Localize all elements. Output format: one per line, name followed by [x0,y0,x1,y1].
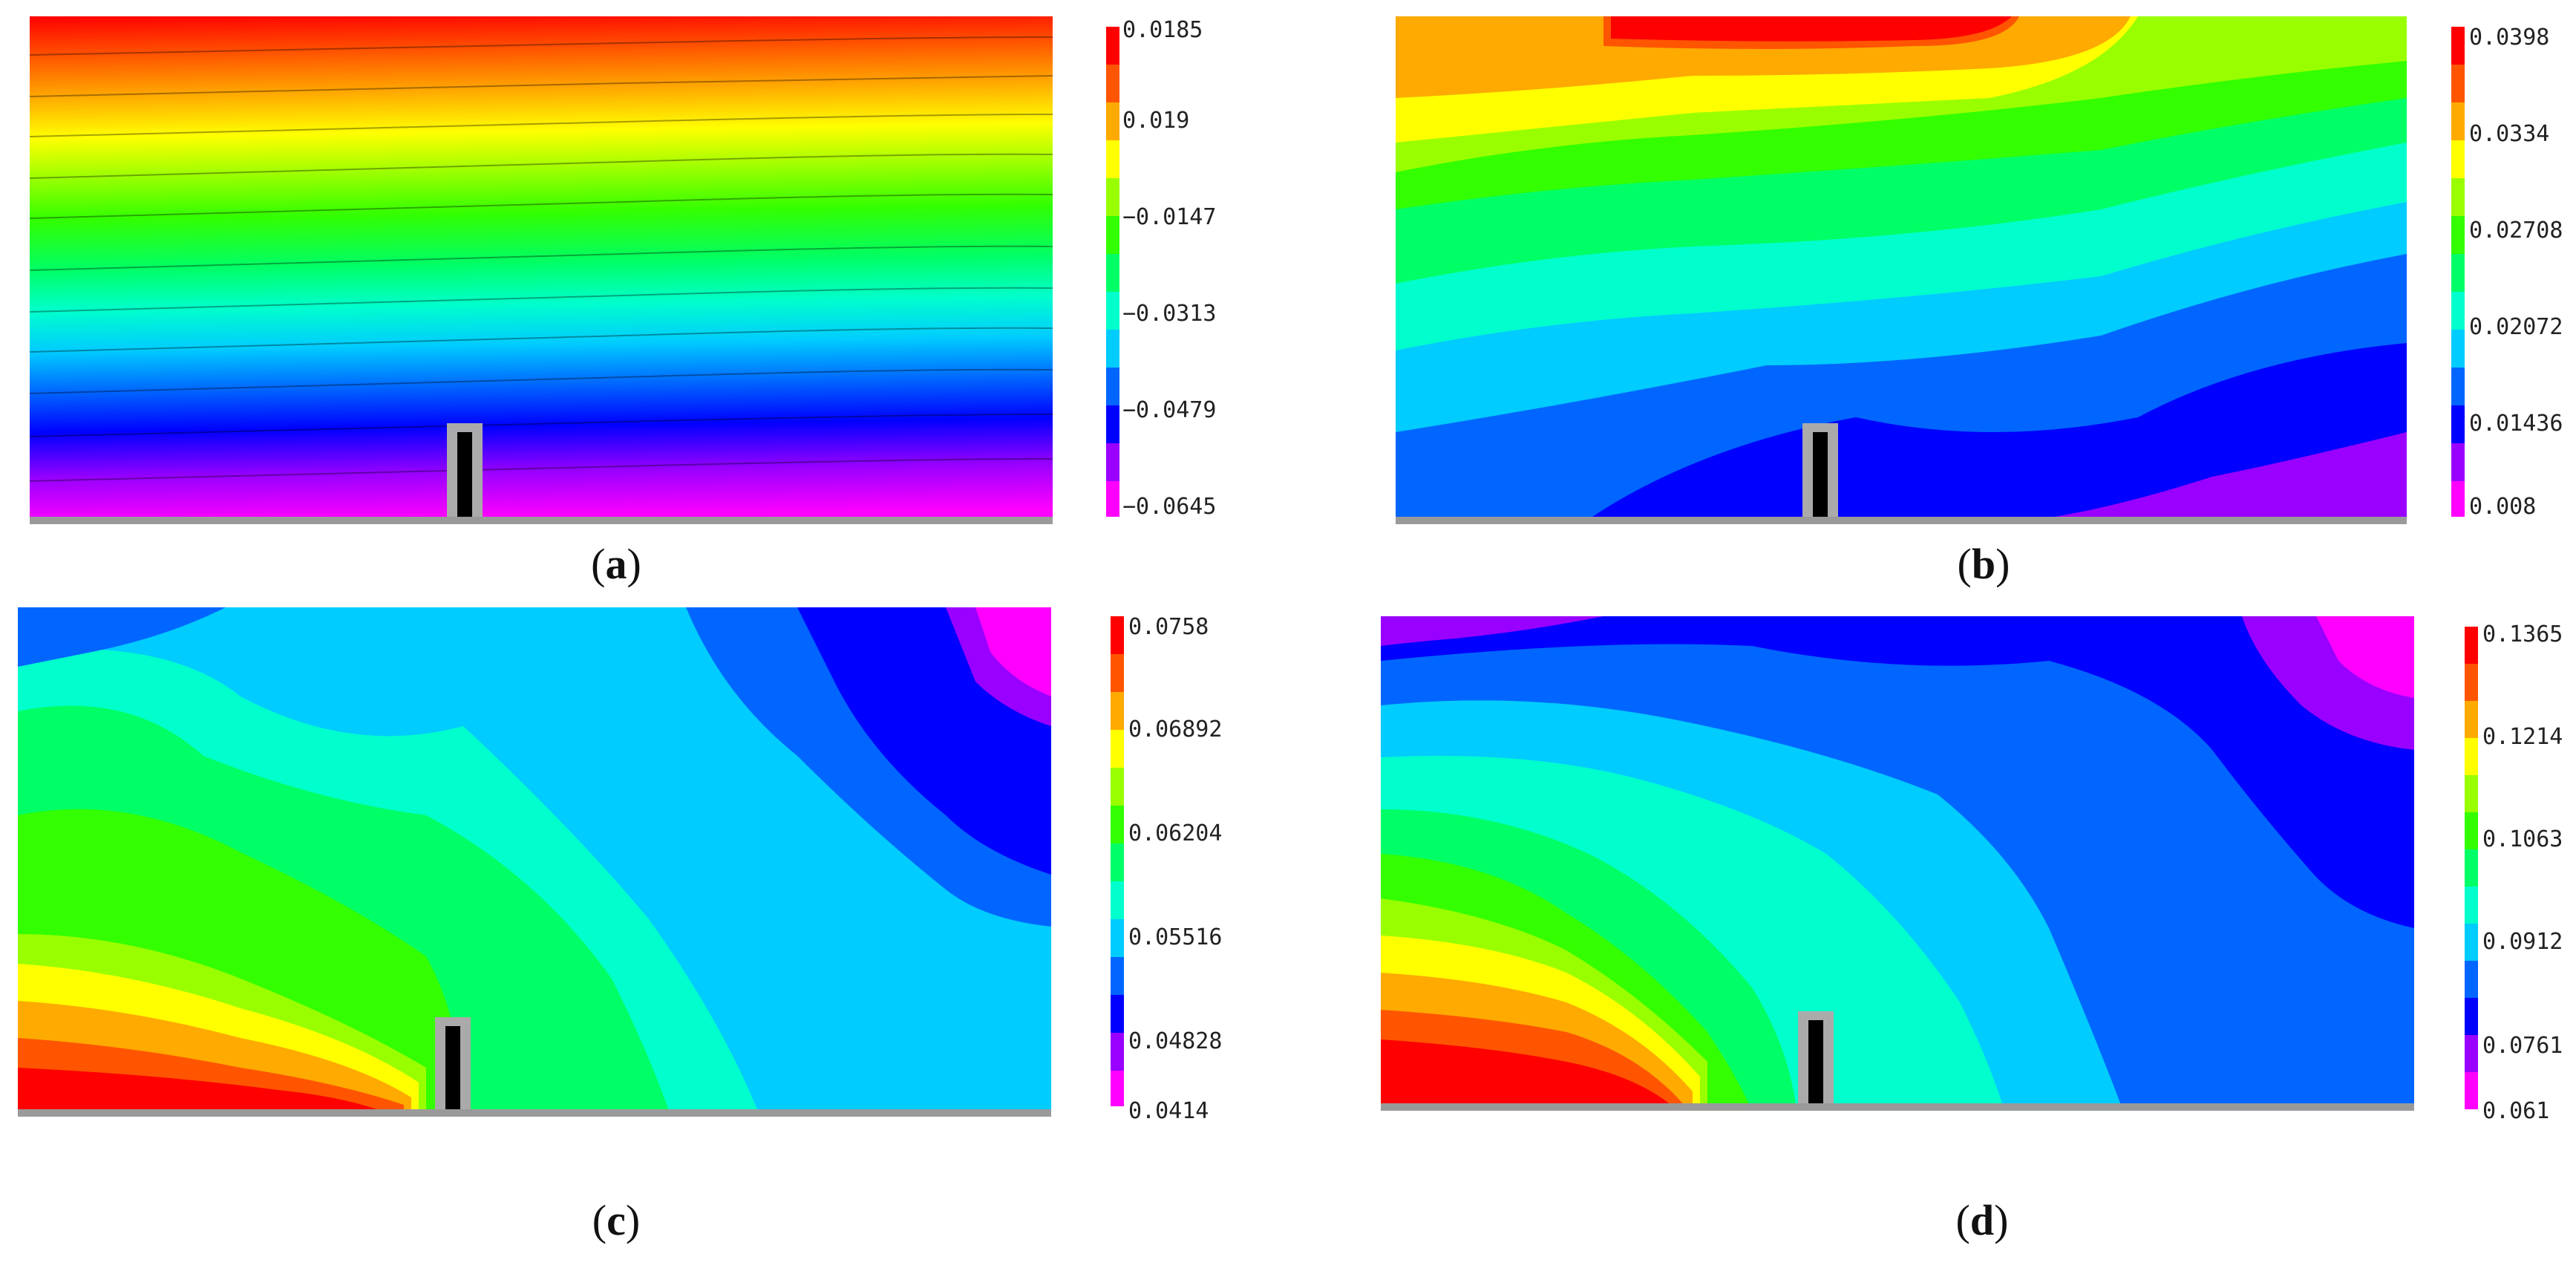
caption-b: (b) [1957,540,2010,588]
colorbar-label-d-2: 0.1063 [2482,826,2563,852]
colorbar-label-b-1: 0.0334 [2469,121,2550,147]
colorbar-label-d-1: 0.1214 [2482,724,2563,750]
contour-field-a [30,16,1053,524]
contour-map-d [1381,616,2414,1111]
colorbar-label-a-5: −0.0645 [1122,494,1217,520]
contour-map-a [30,16,1053,524]
band-c-red [18,1068,396,1117]
colorbar-label-a-1: 0.019 [1122,108,1190,134]
colorbar-label-c-3: 0.05516 [1128,924,1223,950]
colorbar-label-c-5: 0.0414 [1128,1098,1209,1124]
caption-a: (a) [591,540,641,588]
colorbar-label-d-4: 0.0761 [2482,1033,2563,1059]
colorbar-label-c-0: 0.0758 [1128,614,1209,640]
colorbar-label-b-0: 0.0398 [2469,25,2550,50]
caption-c: (c) [592,1196,641,1244]
colorbar-label-d-0: 0.1365 [2482,621,2563,647]
band-d-red [1381,1039,1678,1111]
colorbar-label-b-5: 0.008 [2469,494,2537,520]
bottom-edge-a [30,517,1053,524]
band-c-magenta [975,607,1051,696]
colorbar-label-a-3: −0.0313 [1122,301,1217,327]
colorbar-label-d-3: 0.0912 [2482,929,2563,955]
colorbar-label-a-4: −0.0479 [1122,397,1217,423]
colorbar-label-d-5: 0.061 [2482,1098,2550,1124]
bottom-edge-c [18,1109,1051,1117]
contour-lines-a [30,36,1053,482]
colorbar-label-c-2: 0.06204 [1128,820,1223,846]
colorbar-c [1111,616,1124,1106]
colorbar-a [1106,27,1119,517]
colorbar-label-a-0: 0.0185 [1122,17,1203,43]
colorbar-label-a-2: −0.0147 [1122,204,1217,230]
colorbar-label-b-4: 0.01436 [2469,411,2563,437]
band-c-blue-left [18,607,226,667]
caption-d: (d) [1955,1196,2009,1244]
bottom-edge-d [1381,1103,2414,1111]
colorbar-label-b-2: 0.02708 [2469,218,2563,244]
colorbar-label-c-4: 0.04828 [1128,1028,1223,1054]
band-b-red [1611,16,2012,42]
band-d-violet [1381,616,1604,646]
colorbar-b [2451,27,2465,517]
contour-map-b [1396,16,2407,524]
bottom-edge-b [1396,517,2407,524]
colorbar-d [2465,627,2478,1109]
contour-map-c [18,607,1051,1117]
colorbar-label-b-3: 0.02072 [2469,314,2563,340]
band-d-dark-blue [1381,616,2414,928]
colorbar-label-c-1: 0.06892 [1128,716,1223,742]
band-d-magenta [2316,616,2414,698]
